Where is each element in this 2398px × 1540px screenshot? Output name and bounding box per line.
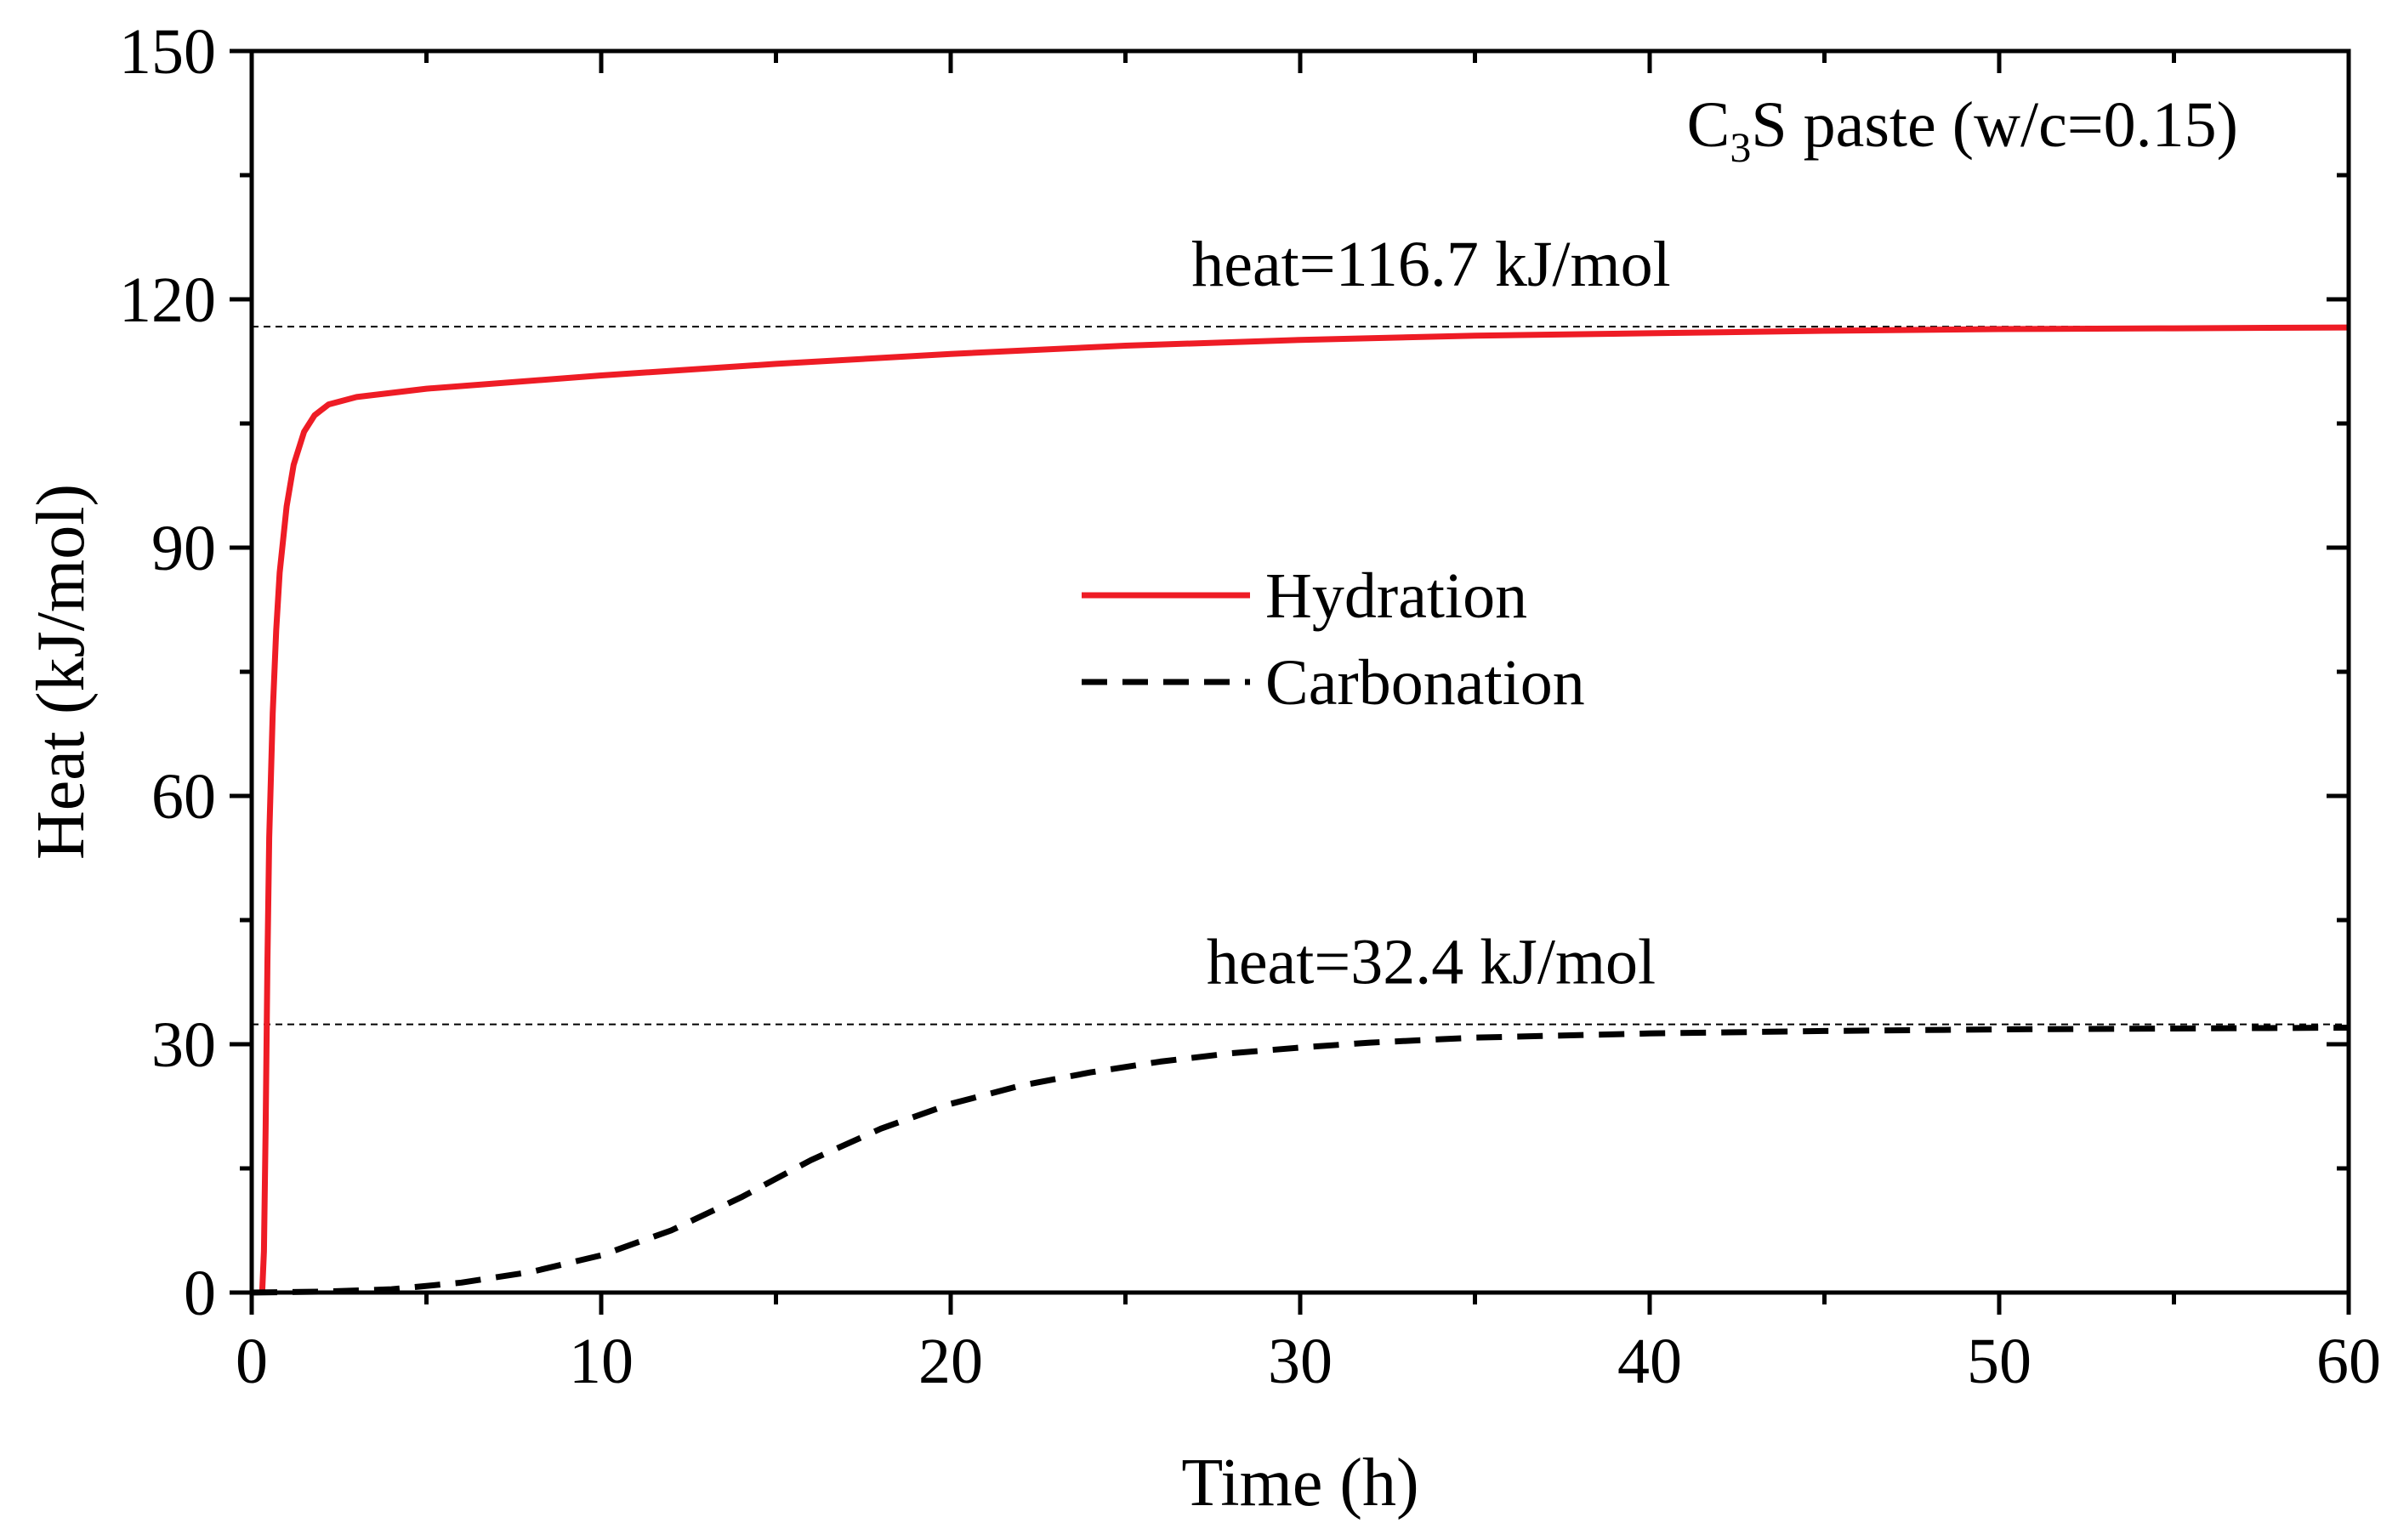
legend: Hydration Carbonation xyxy=(1082,560,1585,719)
y-tick-label: 150 xyxy=(119,16,216,88)
series-line-hydration xyxy=(259,324,2350,1293)
sample-annotation-subscript: 3 xyxy=(1730,123,1751,171)
legend-label-carbonation: Carbonation xyxy=(1265,647,1585,719)
legend-label-hydration: Hydration xyxy=(1265,560,1527,632)
x-tick-label: 30 xyxy=(1268,1326,1333,1397)
reference-label-carbonation: heat=32.4 kJ/mol xyxy=(1207,927,1656,998)
y-axis-title: Heat (kJ/mol) xyxy=(24,484,99,860)
sample-annotation-rest: S paste (w/c=0.15) xyxy=(1751,89,2238,161)
reference-label-hydration: heat=116.7 kJ/mol xyxy=(1191,229,1671,300)
y-tick-label: 30 xyxy=(151,1009,216,1081)
series-line-carbonation xyxy=(251,1025,2350,1296)
reference-lines xyxy=(252,326,2349,1026)
sample-annotation: C3S paste (w/c=0.15) xyxy=(1687,89,2238,171)
y-tick-label: 60 xyxy=(151,761,216,833)
x-tick-label: 40 xyxy=(1617,1326,1682,1397)
x-tick-label: 60 xyxy=(2316,1326,2381,1397)
x-tick-label: 0 xyxy=(236,1326,268,1397)
sample-annotation-main: C xyxy=(1687,89,1730,161)
series-layer xyxy=(251,324,2350,1296)
y-tick-label: 120 xyxy=(119,264,216,336)
tick-labels: 0 10 20 30 40 50 60 0 30 60 90 120 150 xyxy=(119,16,2381,1397)
axis-ticks xyxy=(230,48,2351,1315)
y-tick-label: 90 xyxy=(151,513,216,584)
x-tick-label: 50 xyxy=(1967,1326,2031,1397)
y-tick-label: 0 xyxy=(184,1258,216,1329)
x-tick-label: 10 xyxy=(569,1326,634,1397)
x-tick-label: 20 xyxy=(918,1326,983,1397)
x-axis-title: Time (h) xyxy=(1181,1446,1418,1520)
